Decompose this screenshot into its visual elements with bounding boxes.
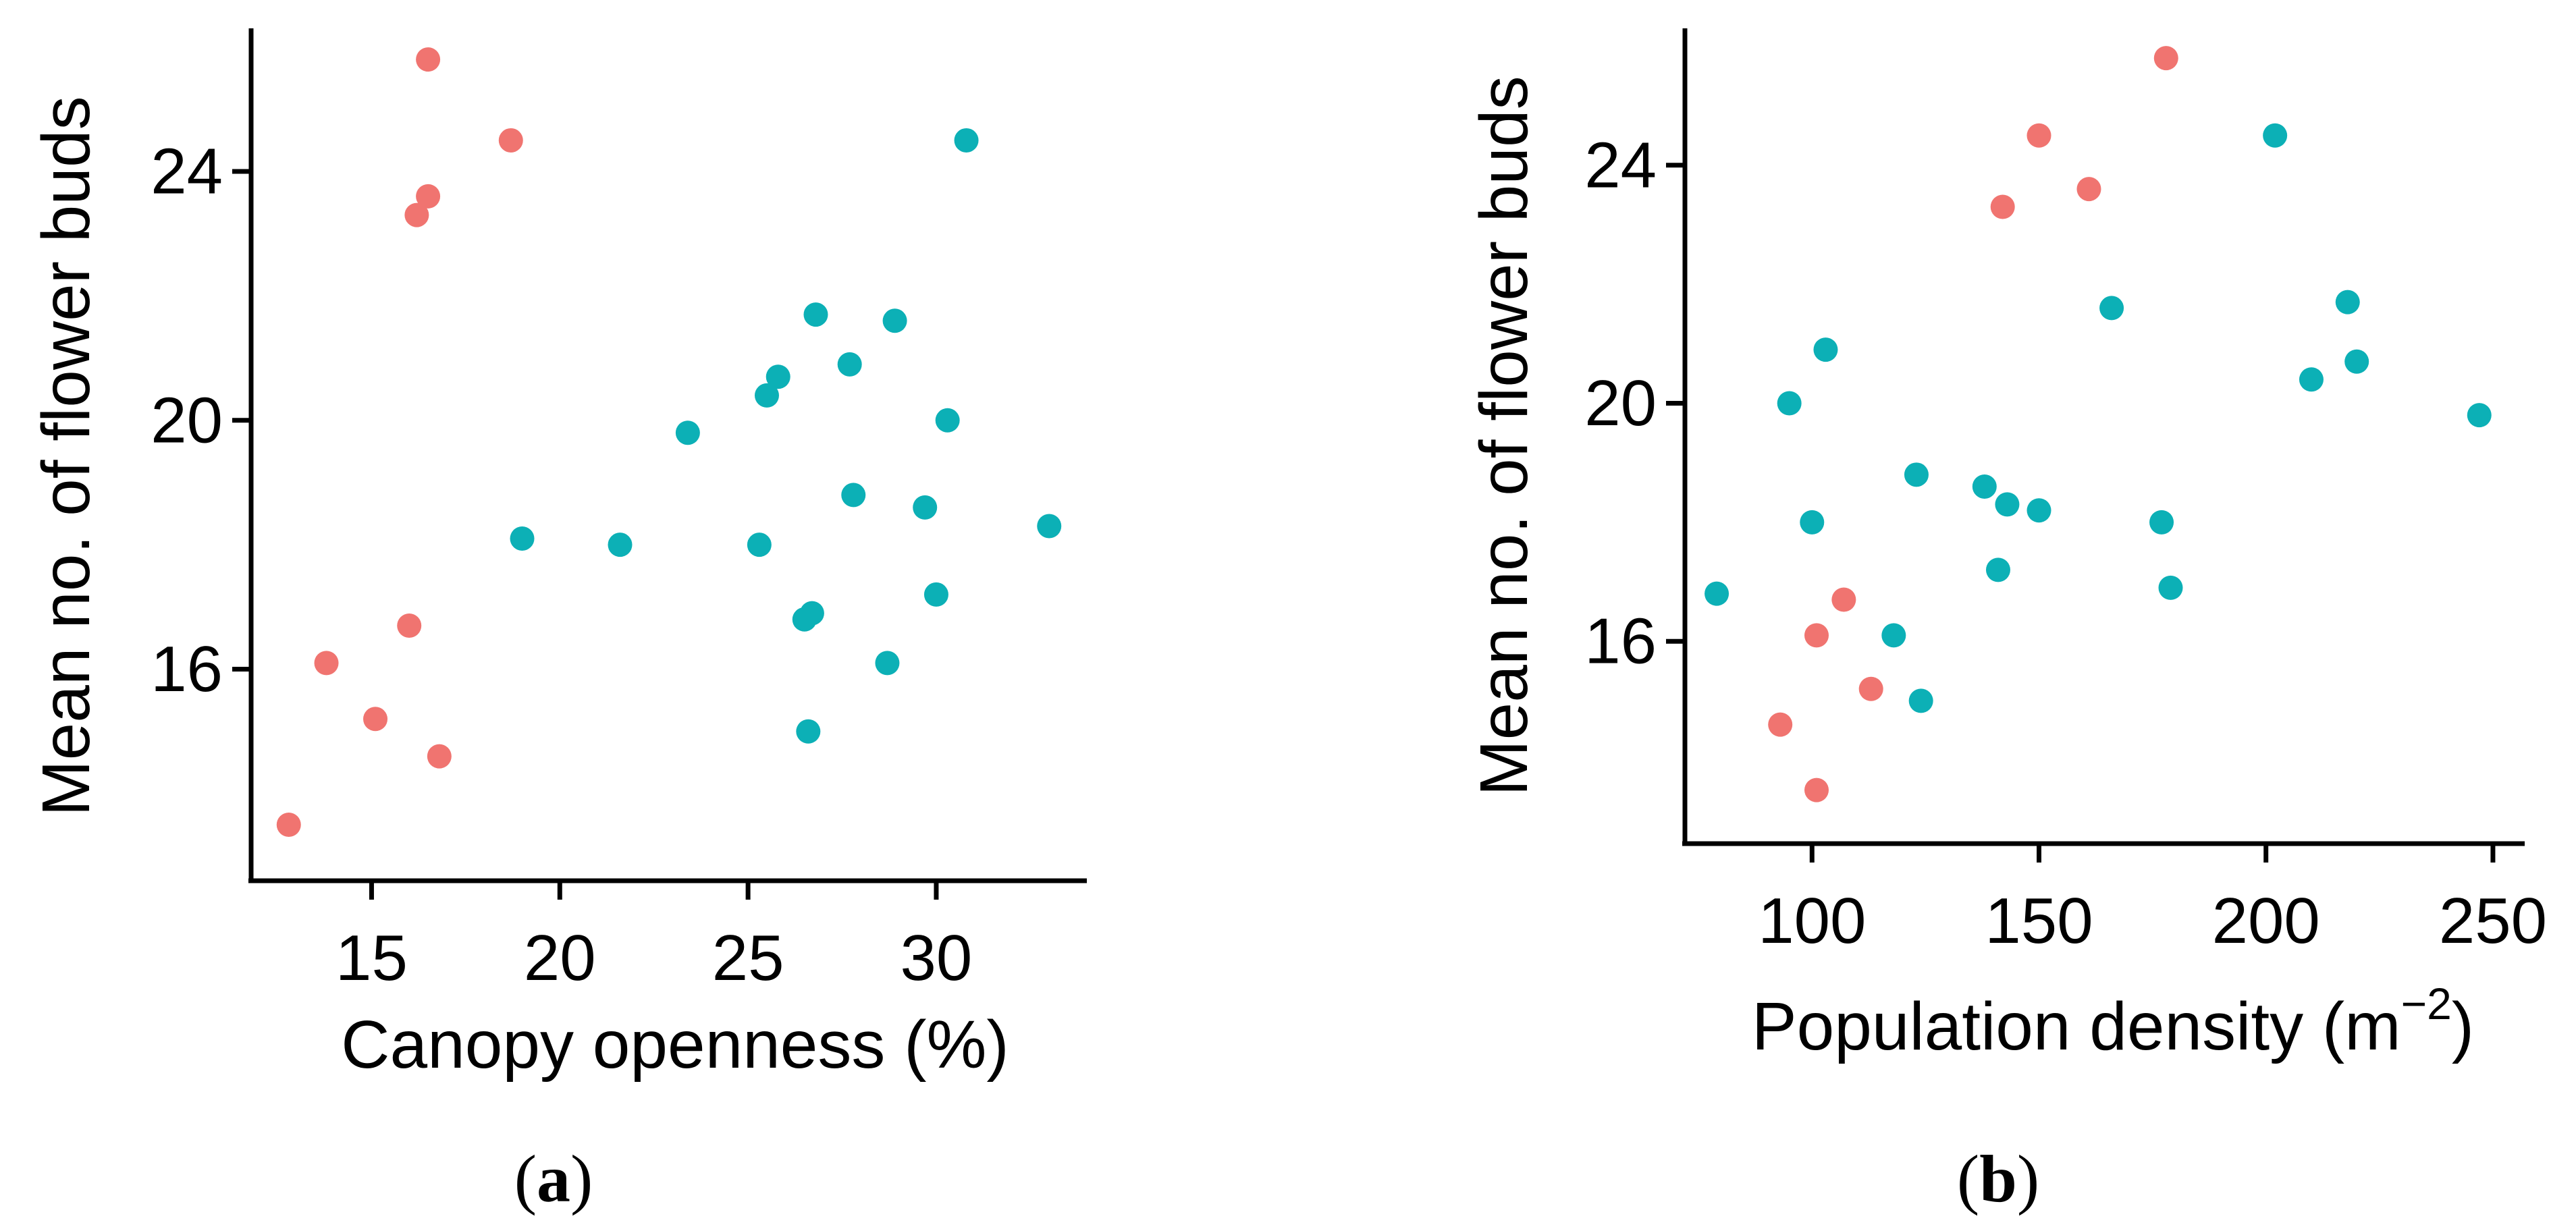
panel-b-x-tick-label: 100 <box>1758 885 1866 957</box>
panel-a-x-tick-label: 20 <box>524 922 596 994</box>
panel-a-red-point <box>404 202 429 227</box>
panel-b-red-point <box>1990 194 2015 219</box>
panel-b-red-point <box>1768 712 1793 737</box>
panel-b-teal-point <box>2299 367 2324 392</box>
panel-b-x-tick-label: 150 <box>1985 885 2093 957</box>
panel-a-y-axis-title: Mean no. of flower buds <box>28 96 104 816</box>
panel-b-teal-point <box>1985 557 2010 582</box>
panel-b-x-ticks: 100 150 200 250 <box>1758 844 2547 957</box>
panel-b-teal-point <box>1972 474 1997 499</box>
panel-b-teal-point <box>2344 349 2369 374</box>
panel-a-teal-point <box>766 364 790 389</box>
panel-b-red-point <box>1804 623 1829 648</box>
panel-a-teal-point <box>837 352 862 377</box>
panel-a-teal-point <box>1037 514 1062 539</box>
panel-b-teal-point <box>2467 403 2492 428</box>
panel-b-teal-point <box>1908 688 1933 713</box>
panel-a-teal-point <box>923 582 948 607</box>
panel-b-x-tick-label: 200 <box>2212 885 2320 957</box>
panel-b-red-point <box>1831 587 1856 612</box>
panel-a-label-close: ) <box>570 1141 593 1216</box>
panel-b-teal-point <box>2027 498 2051 523</box>
panel-a-red-point <box>498 128 523 153</box>
panel-a-red-point <box>363 707 388 732</box>
panel-b-red-point <box>2027 123 2051 148</box>
panel-b-points <box>1705 46 2492 802</box>
panel-a-teal-point <box>608 532 633 557</box>
panel-a-points <box>276 47 1062 838</box>
panel-a-x-tick-label: 30 <box>901 922 973 994</box>
panel-b-teal-point <box>1777 391 1802 416</box>
panel-a-teal-point <box>792 607 817 632</box>
panel-a-x-tick-label: 25 <box>712 922 784 994</box>
panel-b-label: (b) <box>1957 1141 2039 1216</box>
panel-b-y-axis-title: Mean no. of flower buds <box>1466 76 1542 796</box>
panel-a-y-tick-label: 20 <box>151 384 223 456</box>
panel-b-teal-point <box>1881 623 1906 648</box>
panel-b-x-tick-label: 250 <box>2439 885 2547 957</box>
panel-a-red-point <box>314 651 339 676</box>
panel-a-x-axis-title: Canopy openness (%) <box>341 1007 1009 1083</box>
panel-b-red-point <box>1804 777 1829 802</box>
panel-b-teal-point <box>1705 581 1729 606</box>
panel-b-x-axis-title-main: Population density (m <box>1752 989 2401 1064</box>
panel-a-red-point <box>427 744 452 769</box>
panel-a-teal-point <box>841 483 866 508</box>
panel-b-x-axis-title-superscript: −2 <box>2401 979 2452 1029</box>
panel-b-y-tick-label: 24 <box>1584 129 1657 201</box>
panel-a-y-tick-label: 16 <box>151 633 223 705</box>
panel-a-teal-point <box>510 526 535 551</box>
panel-a-red-point <box>416 47 441 72</box>
panel-a-teal-point <box>882 308 907 333</box>
panel-a-teal-point <box>913 495 938 520</box>
panel-b-teal-point <box>1800 510 1825 535</box>
panel-b-x-axis-title: Population density (m−2) <box>1752 979 2474 1064</box>
panel-a-red-point <box>416 184 441 209</box>
panel-a-red-point <box>276 813 301 838</box>
panel-a-label-open: ( <box>514 1141 537 1216</box>
panel-a-teal-point <box>875 651 900 676</box>
panel-a-label: (a) <box>514 1141 593 1216</box>
panel-a-teal-point <box>796 719 821 744</box>
panel-b-red-point <box>2153 46 2178 71</box>
panel-b-y-ticks: 16 20 24 <box>1584 129 1685 678</box>
panel-b-x-axis-title-end: ) <box>2452 989 2474 1064</box>
panel-b-teal-point <box>2149 510 2174 535</box>
panel-a-teal-point <box>954 128 979 153</box>
panel-b-label-letter: b <box>1979 1141 2017 1216</box>
panel-b-label-close: ) <box>2017 1141 2039 1216</box>
panel-b-teal-point <box>2263 123 2288 148</box>
panel-a-scatter-chart: 15 20 25 30 16 20 24 Canopy openness (%) Mean… <box>28 28 1087 1216</box>
panel-b-y-tick-label: 20 <box>1584 367 1657 439</box>
panel-b-teal-point <box>1995 492 2020 517</box>
panel-a-teal-point <box>675 420 700 445</box>
panel-b-y-tick-label: 16 <box>1584 605 1657 678</box>
panel-b-teal-point <box>1904 462 1929 487</box>
panel-b-axes <box>1682 28 2525 846</box>
panel-a-axes <box>248 28 1087 883</box>
panel-a-teal-point <box>754 383 779 408</box>
panel-a-red-point <box>397 613 422 638</box>
panel-a-y-tick-label: 24 <box>151 136 223 208</box>
panel-b-teal-point <box>2158 575 2183 600</box>
panel-b-red-point <box>1858 676 1883 701</box>
panel-b-teal-point <box>2335 290 2360 315</box>
panel-a-y-ticks: 16 20 24 <box>151 136 251 705</box>
panel-a-teal-point <box>935 408 960 433</box>
panel-b-teal-point <box>1813 337 1838 362</box>
panel-a-x-ticks: 15 20 25 30 <box>336 881 972 994</box>
panel-a-label-letter: a <box>537 1141 570 1216</box>
panel-a-teal-point <box>803 302 828 327</box>
panel-b-scatter-chart: 100 150 200 250 16 20 24 Population density (… <box>1466 28 2547 1216</box>
panel-b-label-open: ( <box>1957 1141 1979 1216</box>
panel-a-teal-point <box>747 532 772 557</box>
panel-b-teal-point <box>2099 296 2124 321</box>
panel-b-red-point <box>2076 177 2101 202</box>
panel-a-x-tick-label: 15 <box>336 922 408 994</box>
